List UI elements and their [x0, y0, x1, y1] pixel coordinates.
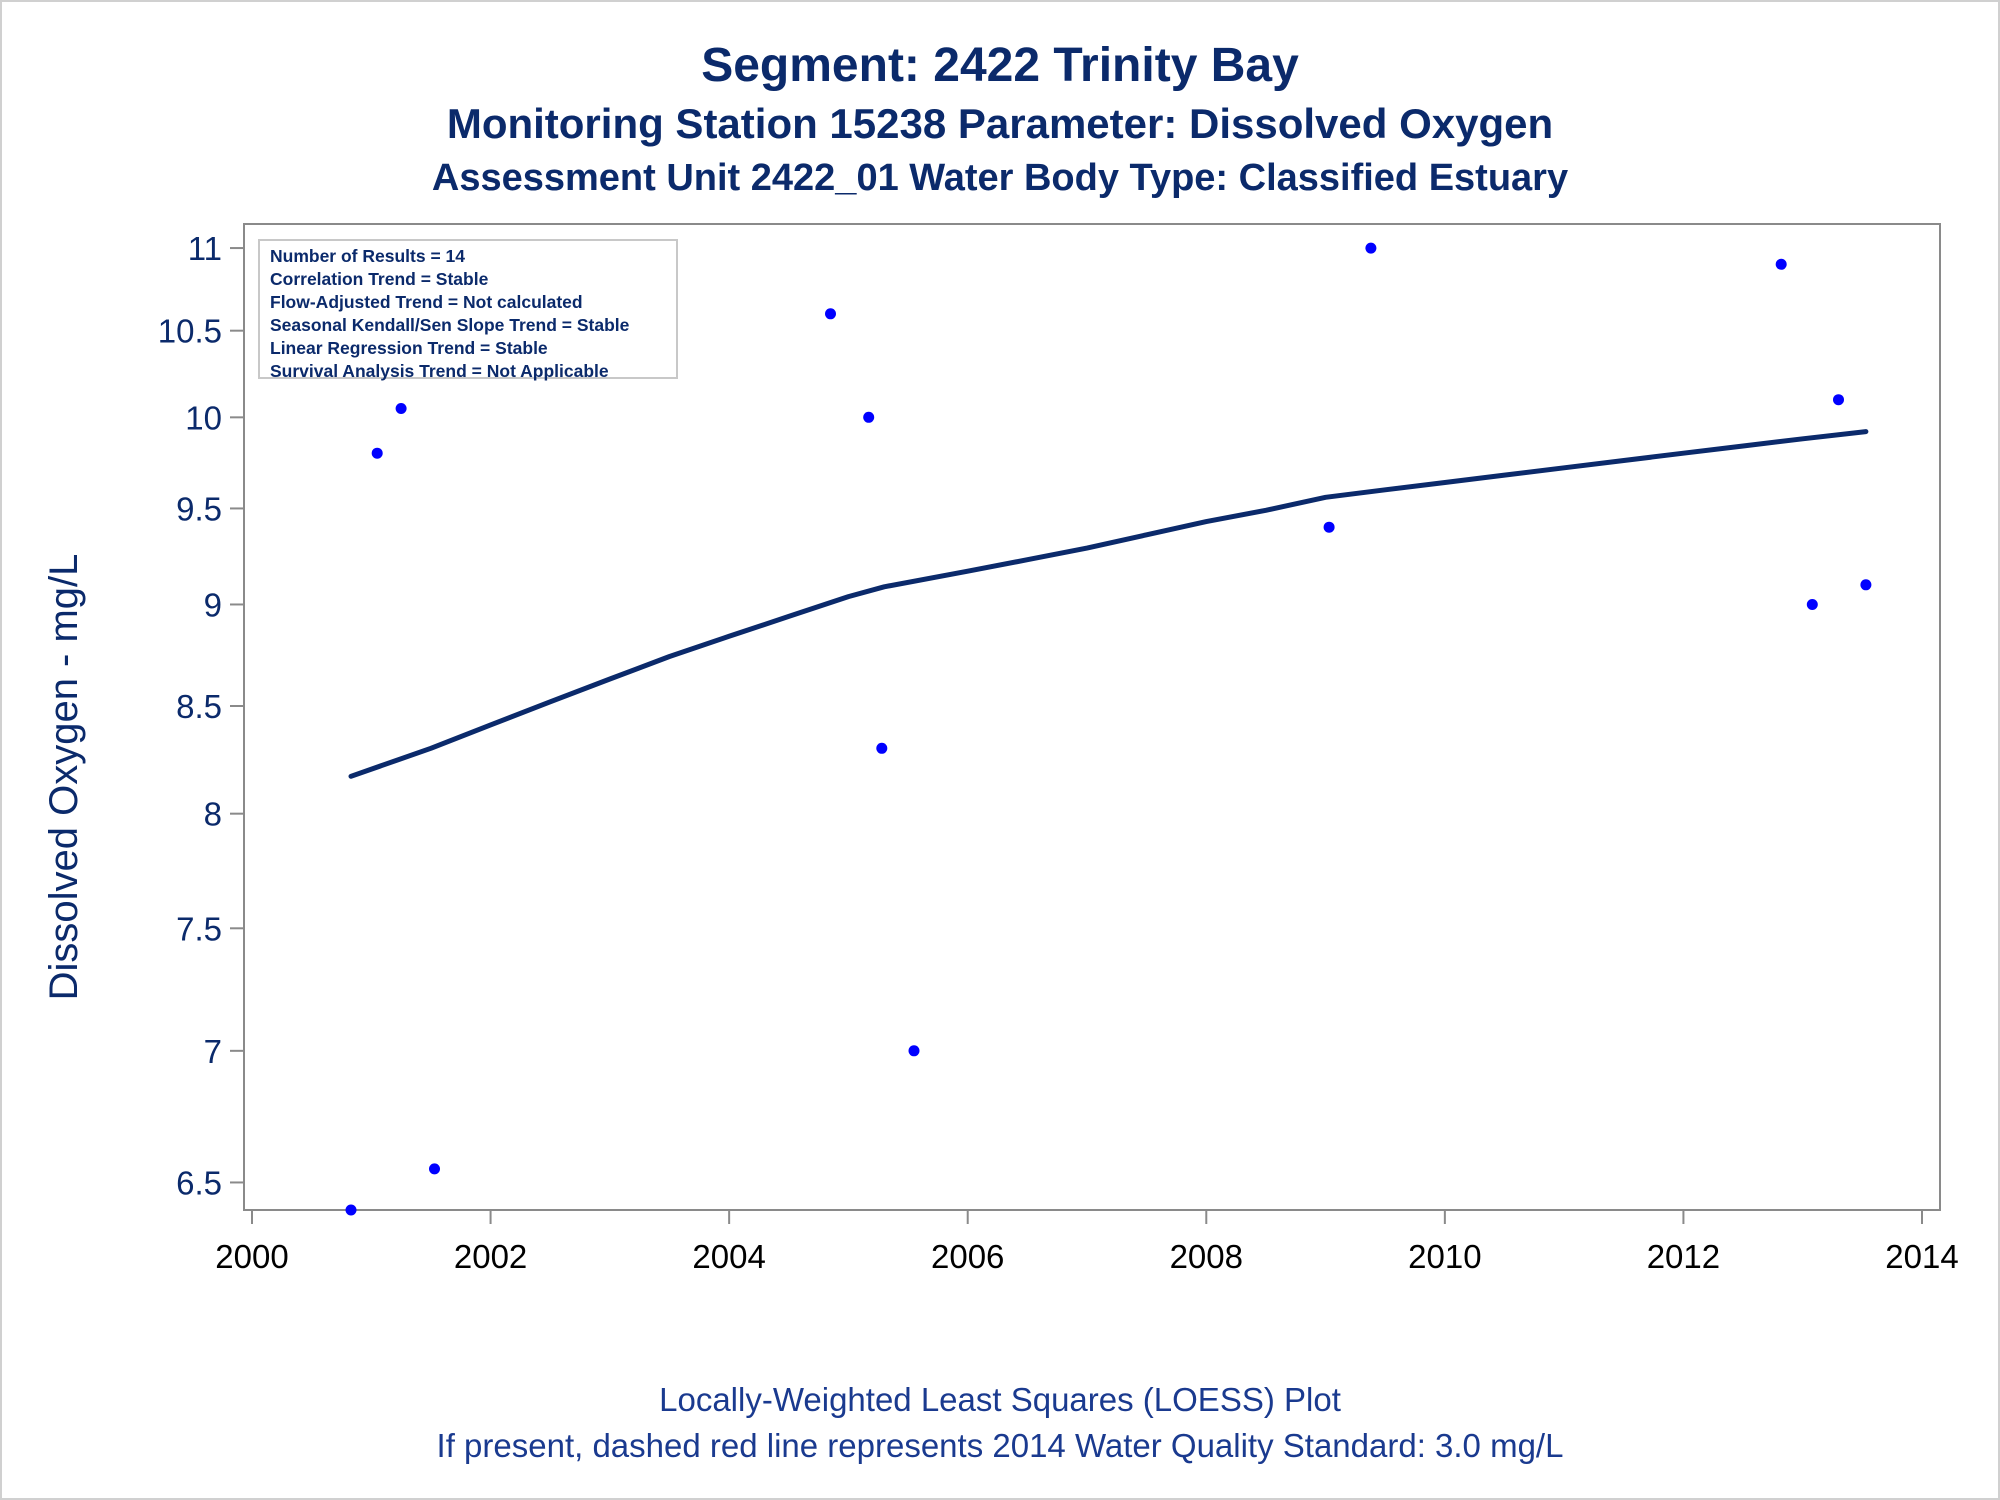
data-point: [1775, 258, 1787, 270]
y-tick-label: 6.5: [176, 1164, 222, 1201]
stat-number-of-results: Number of Results = 14: [270, 246, 465, 266]
loess-trend-line: [348, 429, 1869, 779]
plot-area: [243, 223, 1941, 1211]
data-point: [876, 742, 888, 754]
y-axis: 6.5 7 7.5 8 8.5 9 9.5 10 10.5 11: [158, 230, 244, 1201]
data-point: [1323, 521, 1335, 533]
x-tick-label: 2012: [1647, 1238, 1720, 1275]
data-point: [863, 411, 875, 423]
y-tick-label: 9.5: [176, 490, 222, 527]
y-tick-label: 7.5: [176, 910, 222, 947]
y-tick-label: 9: [204, 586, 222, 623]
trend-stats-box: Number of Results = 14 Correlation Trend…: [258, 239, 678, 381]
chart-subtitle-assessment: Assessment Unit 2422_01 Water Body Type:…: [431, 157, 1569, 199]
stat-flow-adjusted-trend: Flow-Adjusted Trend = Not calculated: [270, 292, 583, 312]
data-point: [1833, 394, 1844, 406]
data-point: [345, 1204, 357, 1216]
y-tick-label: 7: [204, 1033, 222, 1070]
x-tick-label: 2004: [692, 1238, 765, 1275]
x-tick-label: 2000: [215, 1238, 288, 1275]
data-point: [429, 1163, 440, 1175]
x-axis: 2000 2002 2004 2006 2008 2010 2012 2014: [215, 1210, 1959, 1275]
series-layer: [345, 242, 1872, 1216]
y-tick-label: 10.5: [158, 313, 222, 350]
stat-correlation-trend: Correlation Trend = Stable: [270, 269, 489, 289]
y-axis-label: Dissolved Oxygen - mg/L: [42, 554, 86, 1001]
y-tick-label: 11: [188, 230, 222, 267]
stat-survival-analysis-trend: Survival Analysis Trend = Not Applicable: [270, 361, 609, 381]
y-tick-label: 8.5: [176, 688, 222, 725]
chart-title: Segment: 2422 Trinity Bay: [701, 39, 1299, 92]
x-tick-label: 2002: [454, 1238, 527, 1275]
y-tick-label: 8: [204, 796, 222, 833]
y-tick-label: 10: [185, 399, 222, 436]
data-point: [825, 308, 836, 320]
data-point: [1806, 599, 1818, 610]
data-point: [395, 403, 407, 414]
chart-subtitle-station: Monitoring Station 15238 Parameter: Diss…: [446, 100, 1554, 147]
x-tick-label: 2014: [1885, 1238, 1958, 1275]
stat-linear-regression-trend: Linear Regression Trend = Stable: [270, 338, 548, 358]
data-point: [1365, 242, 1377, 254]
data-point: [371, 447, 383, 459]
x-tick-label: 2008: [1170, 1238, 1243, 1275]
x-tick-label: 2006: [931, 1238, 1004, 1275]
data-point: [908, 1045, 920, 1057]
data-point: [1860, 579, 1872, 591]
x-tick-label: 2010: [1408, 1238, 1481, 1275]
stat-seasonal-kendall-trend: Seasonal Kendall/Sen Slope Trend = Stabl…: [270, 315, 630, 335]
footnote-loess: Locally-Weighted Least Squares (LOESS) P…: [659, 1381, 1341, 1418]
footnote-standard: If present, dashed red line represents 2…: [436, 1427, 1564, 1464]
